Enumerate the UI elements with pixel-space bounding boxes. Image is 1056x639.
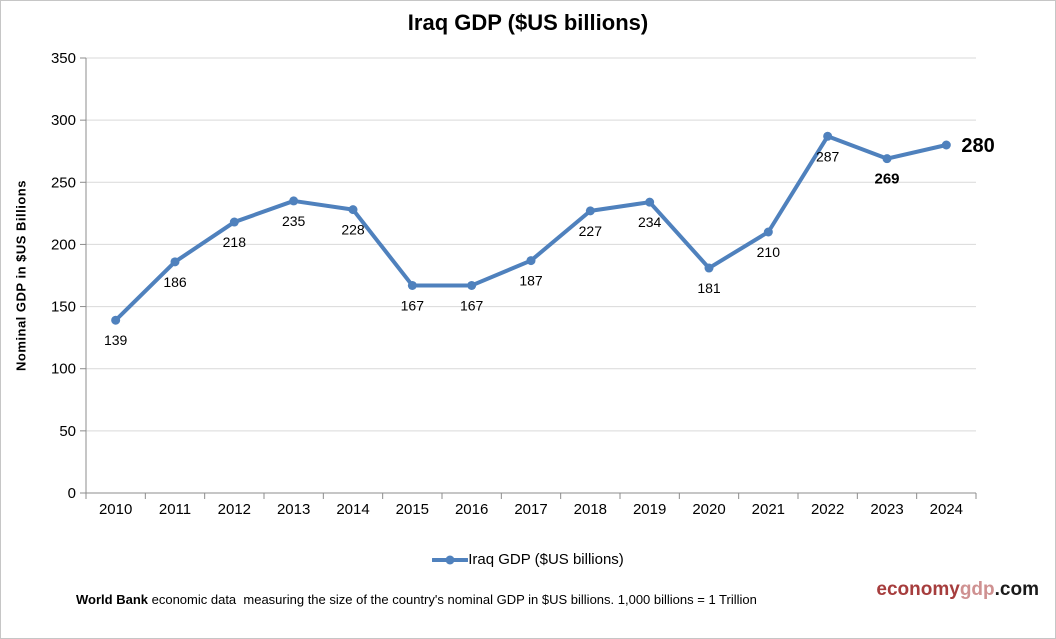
x-tick-label: 2018 [574,501,607,518]
brand-part-com: .com [994,579,1039,600]
x-tick-label: 2014 [336,501,369,518]
legend-label: Iraq GDP ($US billions) [468,551,624,568]
x-tick-label: 2012 [218,501,251,518]
chart-title: Iraq GDP ($US billions) [407,10,649,35]
data-point-label: 280 [961,135,994,157]
data-point-marker [882,154,892,164]
chart-legend: Iraq GDP ($US billions) [1,551,1055,568]
data-point-marker [170,257,180,267]
x-tick-label: 2019 [633,501,666,518]
data-point-marker [645,197,655,207]
x-tick-label: 2020 [692,501,725,518]
source-name: World Bank [76,592,148,607]
data-point-label: 269 [874,171,899,188]
data-point-marker [348,205,358,215]
data-point-marker [704,263,714,273]
y-tick-label: 150 [51,299,76,316]
data-point-marker [823,131,833,141]
data-point-marker [467,280,477,290]
data-point-label: 235 [282,213,306,229]
data-point-marker [763,227,773,237]
brand-part-gdp: gdp [959,579,995,600]
data-point-marker [941,140,951,150]
x-tick-label: 2022 [811,501,844,518]
y-tick-label: 50 [59,423,76,440]
brand-logo: economygdp.com [876,579,1039,601]
brand-part-economy: economy [876,579,960,600]
y-tick-label: 200 [51,236,76,253]
data-point-label: 218 [223,234,247,250]
data-point-label: 181 [697,280,721,296]
x-tick-label: 2013 [277,501,310,518]
x-tick-label: 2023 [870,501,903,518]
data-point-marker [111,315,121,325]
x-tick-label: 2017 [514,501,547,518]
data-point-marker [407,280,417,290]
x-tick-label: 2024 [930,501,963,518]
data-point-label: 187 [519,273,543,289]
x-tick-label: 2011 [159,501,191,518]
data-point-marker [526,256,536,266]
data-point-label: 167 [401,297,425,313]
data-point-marker [229,217,239,227]
legend-line-marker-icon [432,555,469,564]
y-tick-label: 300 [51,112,76,129]
x-tick-label: 2010 [99,501,132,518]
data-point-marker [289,196,299,206]
source-note: World Bank economic data measuring the s… [76,592,757,607]
x-tick-label: 2021 [752,501,785,518]
data-point-label: 227 [579,223,603,239]
x-tick-label: 2016 [455,501,488,518]
data-point-label: 228 [341,222,365,238]
data-point-label: 167 [460,297,484,313]
data-point-label: 139 [104,332,128,348]
y-tick-label: 100 [51,361,76,378]
source-description: economic data measuring the size of the … [148,592,757,607]
data-point-label: 186 [163,274,187,290]
y-tick-label: 350 [51,50,76,67]
y-tick-label: 0 [68,485,76,502]
data-point-label: 210 [757,244,781,260]
data-point-label: 234 [638,214,662,230]
data-point-marker [585,206,595,216]
x-tick-label: 2015 [396,501,429,518]
data-point-label: 287 [816,148,840,164]
y-tick-label: 250 [51,174,76,191]
